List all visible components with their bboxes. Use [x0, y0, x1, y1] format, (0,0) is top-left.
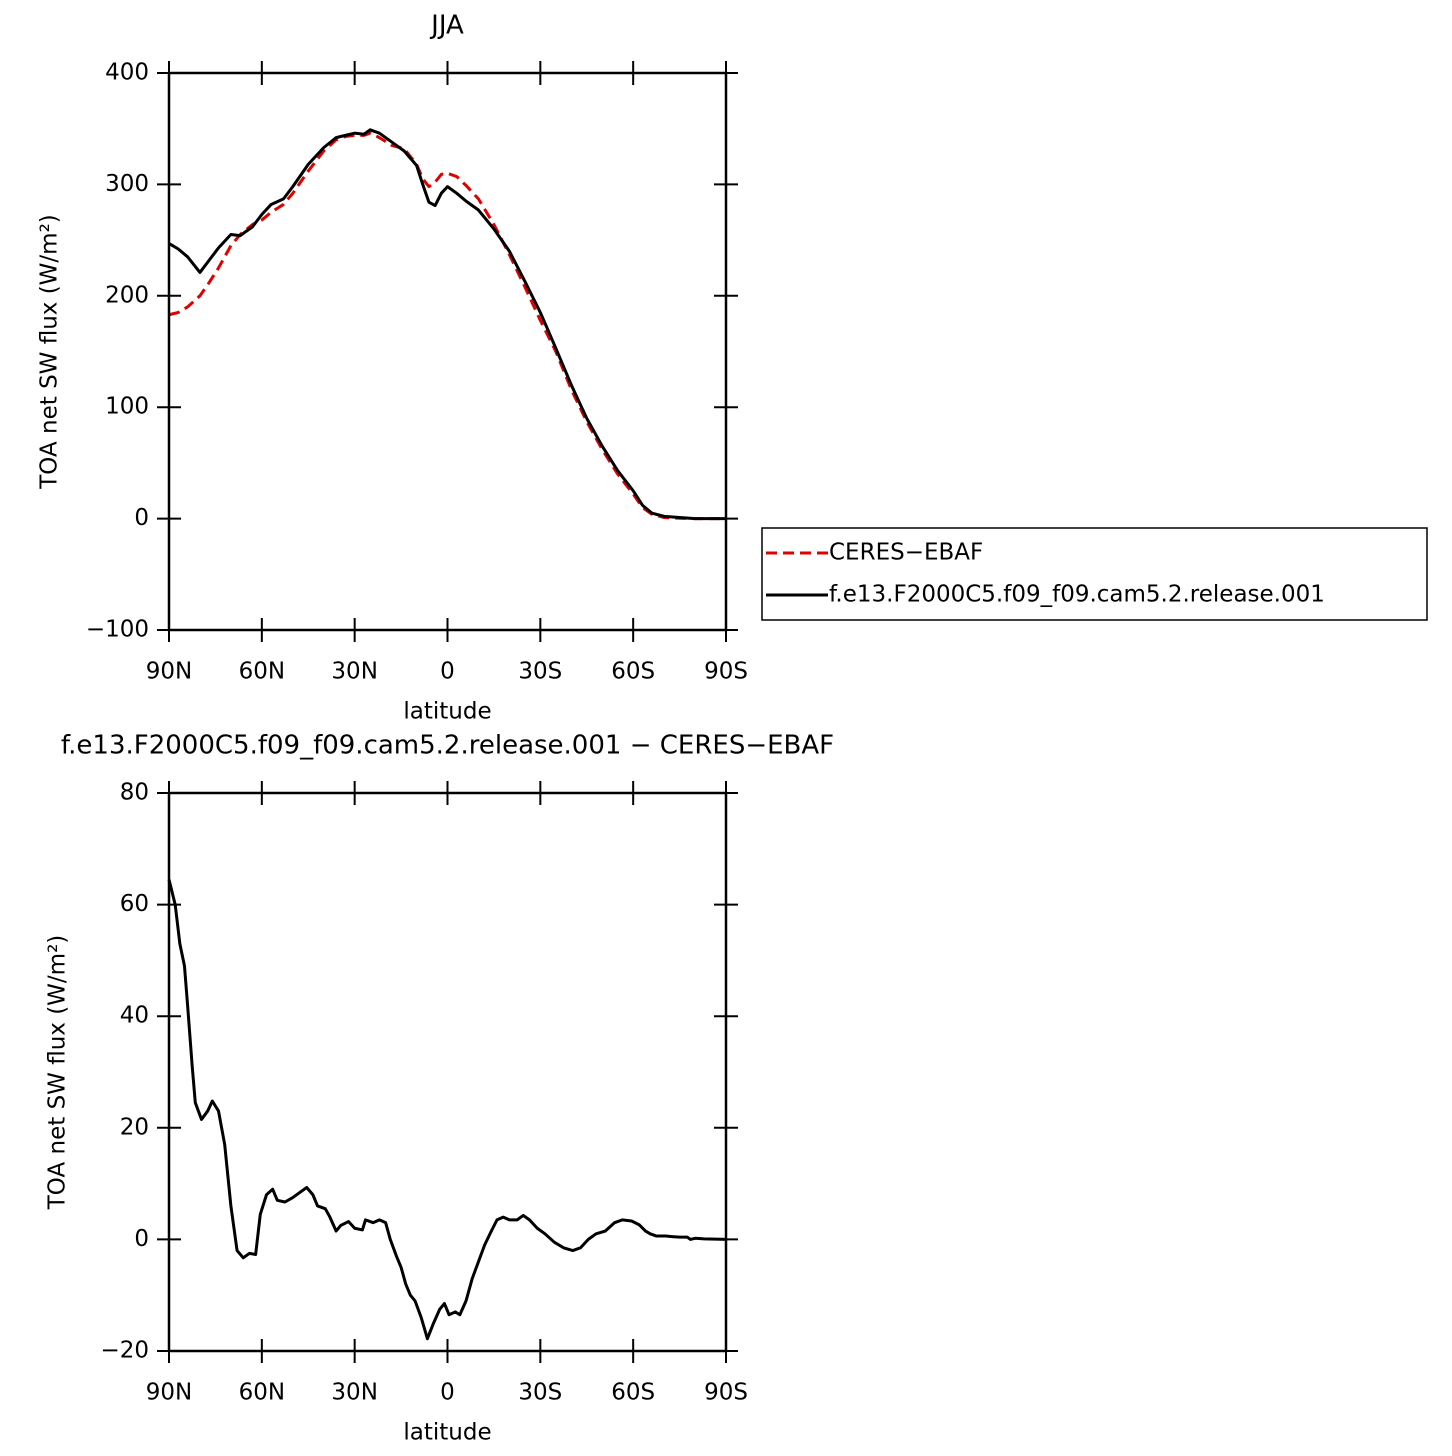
legend-box: [761, 527, 1428, 621]
x-tick-label: 60N: [239, 1380, 285, 1406]
chart-title: JJA: [429, 11, 464, 41]
y-tick-label: 40: [120, 1003, 149, 1029]
x-tick-label: 30S: [518, 1380, 562, 1406]
data-line: [168, 131, 726, 521]
x-tick-label: 0: [440, 659, 455, 685]
x-tick-label: 60S: [611, 659, 655, 685]
y-tick-label: 100: [105, 394, 149, 420]
legend-label: CERES−EBAF: [829, 540, 983, 566]
x-tick-label: 30S: [518, 659, 562, 685]
y-tick-label: −20: [100, 1338, 149, 1364]
x-tick-label: 60N: [239, 659, 285, 685]
y-tick-label: 200: [105, 282, 149, 308]
x-tick-label: 90N: [146, 1380, 192, 1406]
x-tick-label: 60S: [611, 1380, 655, 1406]
plot-frame: [167, 791, 728, 1353]
y-tick-label: 300: [105, 171, 149, 197]
y-tick-label: 0: [134, 1226, 149, 1252]
x-tick-label: 90S: [704, 659, 748, 685]
data-line: [168, 128, 726, 521]
data-line: [167, 879, 727, 1341]
y-axis-label: TOA net SW flux (W/m²): [45, 935, 71, 1211]
x-tick-label: 0: [440, 1380, 455, 1406]
x-axis-label: latitude: [403, 699, 491, 725]
y-tick-label: 20: [120, 1114, 149, 1140]
y-tick-label: 60: [120, 891, 149, 917]
x-tick-label: 90N: [146, 659, 192, 685]
y-tick-label: 400: [105, 60, 149, 86]
y-axis-label: TOA net SW flux (W/m²): [37, 214, 63, 490]
x-tick-label: 30N: [331, 659, 377, 685]
plot-frame: [167, 71, 728, 632]
y-tick-label: 0: [134, 505, 149, 531]
x-axis-label: latitude: [403, 1420, 491, 1446]
chart-title: f.e13.F2000C5.f09_f09.cam5.2.release.001…: [61, 731, 834, 761]
y-tick-label: −100: [86, 617, 149, 643]
x-tick-label: 90S: [704, 1380, 748, 1406]
x-tick-label: 30N: [331, 1380, 377, 1406]
legend-label: f.e13.F2000C5.f09_f09.cam5.2.release.001: [829, 582, 1325, 608]
y-tick-label: 80: [120, 780, 149, 806]
